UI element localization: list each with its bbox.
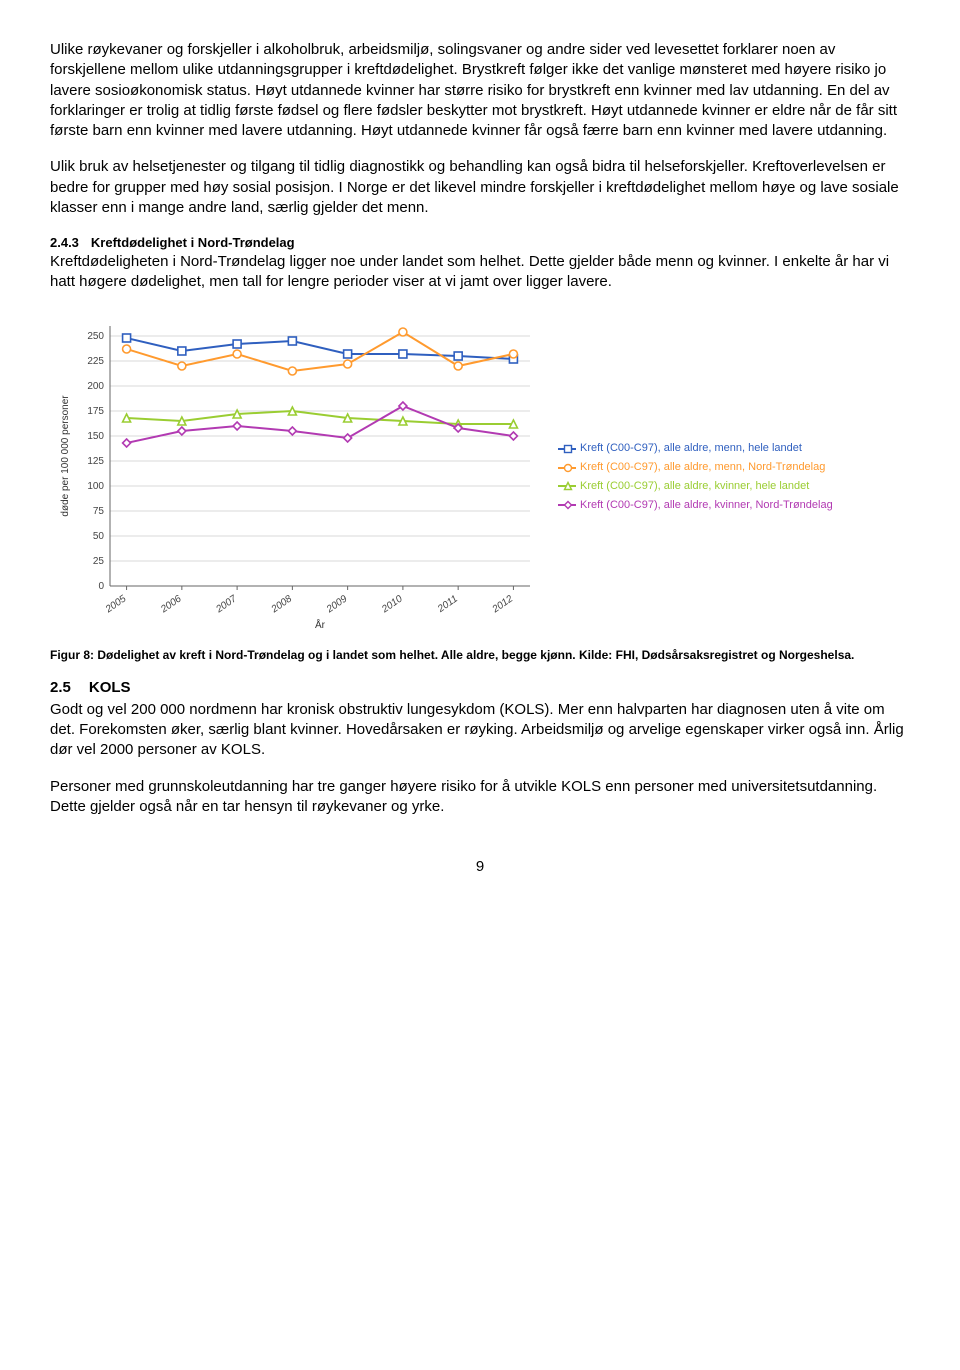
section-heading: 2.5 KOLS xyxy=(50,678,910,698)
figure-caption: Figur 8: Dødelighet av kreft i Nord-Trøn… xyxy=(50,648,910,664)
paragraph: Kreftdødeligheten i Nord-Trøndelag ligge… xyxy=(50,252,910,293)
svg-text:250: 250 xyxy=(87,331,104,342)
svg-text:2009: 2009 xyxy=(324,593,350,616)
subsection-title: Kreftdødelighet i Nord-Trøndelag xyxy=(91,235,295,250)
svg-text:25: 25 xyxy=(93,556,105,567)
legend-label: Kreft (C00-C97), alle aldre, menn, hele … xyxy=(580,441,802,456)
legend-swatch-icon xyxy=(558,500,576,510)
chart-container: 0 25 50 75 100 125 150 175 200 225 250 2005 2006 2007… xyxy=(50,312,910,642)
page-number: 9 xyxy=(50,857,910,877)
subsection-number: 2.4.3 xyxy=(50,235,79,250)
svg-text:2006: 2006 xyxy=(158,593,184,616)
svg-text:2005: 2005 xyxy=(103,593,129,616)
section-number: 2.5 xyxy=(50,679,71,696)
svg-text:0: 0 xyxy=(98,581,104,592)
svg-text:175: 175 xyxy=(87,406,104,417)
legend-item: Kreft (C00-C97), alle aldre, kvinner, he… xyxy=(558,479,833,494)
paragraph: Personer med grunnskoleutdanning har tre… xyxy=(50,777,910,818)
svg-text:2011: 2011 xyxy=(435,593,460,615)
svg-text:2012: 2012 xyxy=(490,593,516,616)
svg-text:200: 200 xyxy=(87,381,104,392)
legend-label: Kreft (C00-C97), alle aldre, kvinner, he… xyxy=(580,479,809,494)
svg-text:2010: 2010 xyxy=(379,593,405,616)
svg-text:100: 100 xyxy=(87,481,104,492)
svg-text:50: 50 xyxy=(93,531,105,542)
svg-text:År: År xyxy=(315,618,326,631)
line-chart: 0 25 50 75 100 125 150 175 200 225 250 2005 2006 2007… xyxy=(50,312,550,642)
legend-swatch-icon xyxy=(558,481,576,491)
legend-label: Kreft (C00-C97), alle aldre, kvinner, No… xyxy=(580,498,833,513)
svg-text:150: 150 xyxy=(87,431,104,442)
paragraph: Godt og vel 200 000 nordmenn har kronisk… xyxy=(50,700,910,761)
legend-swatch-icon xyxy=(558,444,576,454)
section-title: KOLS xyxy=(89,679,131,696)
paragraph: Ulik bruk av helsetjenester og tilgang t… xyxy=(50,157,910,218)
svg-text:2008: 2008 xyxy=(269,593,295,616)
subsection-heading: 2.4.3 Kreftdødelighet i Nord-Trøndelag xyxy=(50,234,910,252)
svg-text:225: 225 xyxy=(87,356,104,367)
paragraph: Ulike røykevaner og forskjeller i alkoho… xyxy=(50,40,910,141)
legend-swatch-icon xyxy=(558,463,576,473)
svg-text:75: 75 xyxy=(93,506,105,517)
svg-text:2007: 2007 xyxy=(213,593,239,616)
svg-text:døde per 100 000 personer: døde per 100 000 personer xyxy=(60,395,71,517)
legend-item: Kreft (C00-C97), alle aldre, kvinner, No… xyxy=(558,498,833,513)
svg-text:125: 125 xyxy=(87,456,104,467)
chart-legend: Kreft (C00-C97), alle aldre, menn, hele … xyxy=(558,437,833,516)
legend-item: Kreft (C00-C97), alle aldre, menn, hele … xyxy=(558,441,833,456)
legend-label: Kreft (C00-C97), alle aldre, menn, Nord-… xyxy=(580,460,825,475)
legend-item: Kreft (C00-C97), alle aldre, menn, Nord-… xyxy=(558,460,833,475)
